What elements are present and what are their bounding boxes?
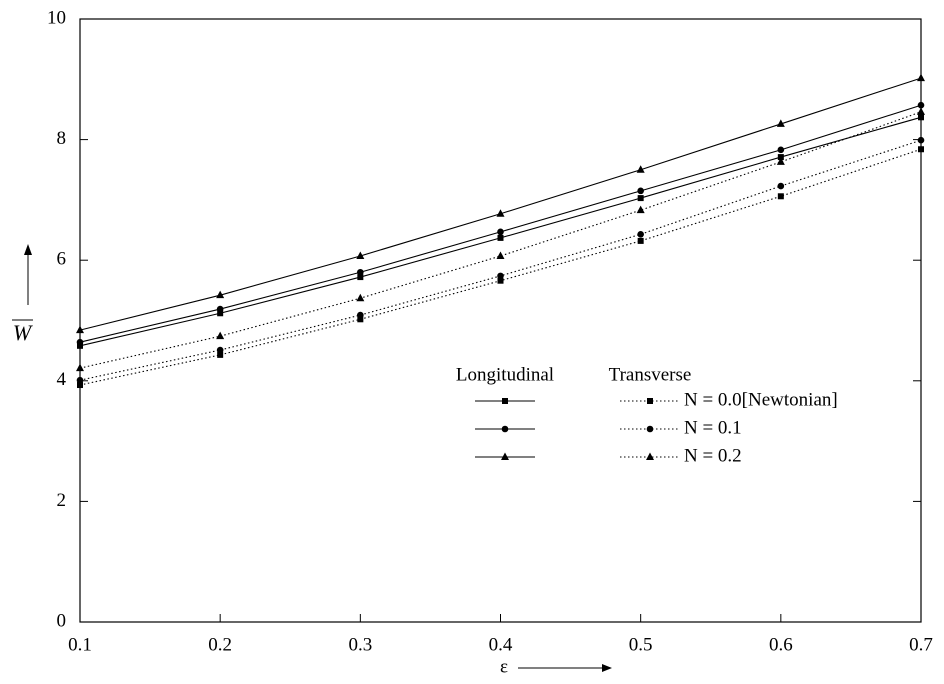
x-axis-label: ε [500, 656, 508, 677]
data-point [497, 251, 505, 259]
data-point [217, 306, 224, 313]
data-point [637, 231, 644, 238]
data-point [217, 347, 224, 354]
data-point [77, 377, 84, 384]
series-line [80, 105, 921, 342]
legend-header: Longitudinal [456, 364, 554, 385]
data-point [216, 332, 224, 340]
x-tick-label: 0.5 [629, 634, 653, 655]
data-point [918, 137, 925, 144]
y-axis-label: W [13, 320, 33, 345]
y-tick-label: 8 [57, 128, 67, 149]
data-point [357, 312, 364, 319]
series-line [80, 78, 921, 330]
x-tick-label: 0.4 [489, 634, 513, 655]
data-point [497, 273, 504, 280]
data-point [498, 235, 504, 241]
data-point [918, 114, 924, 120]
legend-header: Transverse [609, 364, 692, 385]
data-point [637, 206, 645, 214]
plot-frame [80, 19, 921, 622]
x-tick-label: 0.1 [68, 634, 92, 655]
legend-marker [502, 398, 508, 404]
legend-marker [647, 426, 654, 433]
data-point [356, 294, 364, 302]
data-point [637, 188, 644, 195]
data-point [77, 339, 84, 346]
data-point [357, 269, 364, 276]
legend-label: N = 0.1 [684, 417, 742, 438]
legend-marker [647, 398, 653, 404]
x-tick-label: 0.3 [348, 634, 372, 655]
legend-label: N = 0.0[Newtonian] [684, 389, 838, 410]
x-tick-label: 0.7 [909, 634, 933, 655]
data-point [778, 183, 785, 190]
data-point [778, 147, 785, 154]
legend-marker [502, 426, 509, 433]
data-point [917, 107, 925, 115]
series-line [80, 140, 921, 380]
data-point [76, 364, 84, 372]
legend-marker [501, 453, 509, 461]
chart: ε W 0 2 4 6 8 10 0.1 0.2 0.3 0.4 0.5 0.6 0.7 Longitud… [0, 0, 944, 684]
data-point [638, 195, 644, 201]
series-line [80, 149, 921, 385]
legend-marker [646, 453, 654, 461]
page: ε W 0 2 4 6 8 10 0.1 0.2 0.3 0.4 0.5 0.6 0.7 Longitud… [0, 0, 944, 684]
y-tick-label: 2 [57, 490, 67, 511]
data-point [497, 229, 504, 236]
y-arrowhead [24, 244, 32, 255]
x-tick-label: 0.2 [208, 634, 232, 655]
y-tick-label: 4 [57, 369, 67, 390]
x-tick-label: 0.6 [769, 634, 793, 655]
data-point [778, 193, 784, 199]
x-arrowhead [602, 664, 612, 672]
data-point [638, 238, 644, 244]
data-point [918, 146, 924, 152]
y-tick-label: 6 [57, 249, 67, 270]
data-point [917, 74, 925, 82]
y-tick-label: 10 [47, 7, 66, 28]
legend-label: N = 0.2 [684, 445, 742, 466]
y-tick-label: 0 [57, 610, 67, 631]
